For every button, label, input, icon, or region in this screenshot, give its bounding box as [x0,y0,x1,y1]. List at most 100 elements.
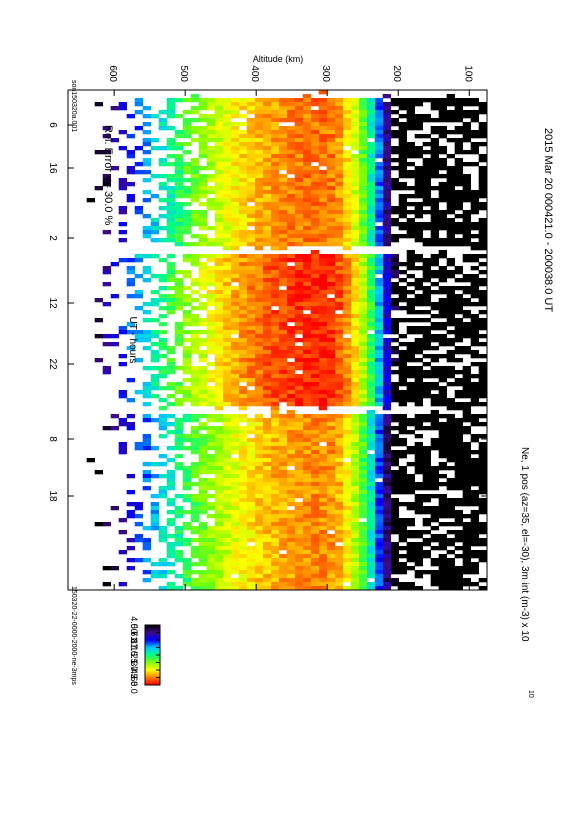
heatmap-cell [278,306,287,311]
heatmap-cell [350,330,359,335]
heatmap-cell [286,170,295,175]
heatmap-cell [174,142,183,147]
heatmap-cell [142,254,151,259]
heatmap-cell [326,310,335,315]
heatmap-cell [214,114,223,119]
heatmap-cell [406,122,415,127]
heatmap-cell [262,502,271,507]
heatmap-cell [238,142,247,147]
heatmap-cell [294,134,303,139]
heatmap-cell [222,170,231,175]
heatmap-cell [262,302,271,307]
heatmap-cell [286,138,295,143]
heatmap-cell [446,286,455,291]
heatmap-cell [198,318,207,323]
heatmap-cell [350,502,359,507]
heatmap-cell [238,514,247,519]
heatmap-cell [230,166,239,171]
heatmap-cell [366,518,375,523]
heatmap-cell [206,126,215,131]
heatmap-cell [358,478,367,483]
heatmap-cell [358,258,367,263]
heatmap-cell [398,114,407,119]
heatmap-cell [390,118,399,123]
heatmap-cell [446,542,455,547]
heatmap-cell [206,146,215,151]
heatmap-cell [198,302,207,307]
heatmap-cell [446,270,455,275]
heatmap-cell [422,330,431,335]
heatmap-cell [214,178,223,183]
heatmap-cell [142,366,151,371]
heatmap-cell [102,582,111,587]
heatmap-cell [134,306,143,311]
heatmap-cell [294,190,303,195]
heatmap-cell [246,198,255,203]
heatmap-cell [422,190,431,195]
heatmap-cell [422,450,431,455]
heatmap-cell [142,170,151,175]
heatmap-cell [270,474,279,479]
heatmap-cell [310,570,319,575]
heatmap-cell [198,182,207,187]
heatmap-cell [342,306,351,311]
heatmap-cell [406,234,415,239]
heatmap-cell [478,310,487,315]
heatmap-cell [350,234,359,239]
heatmap-cell [406,370,415,375]
heatmap-cell [214,194,223,199]
heatmap-cell [222,586,231,591]
heatmap-cell [182,318,191,323]
heatmap-cell [366,230,375,235]
heatmap-cell [246,378,255,383]
heatmap-cell [350,170,359,175]
heatmap-cell [334,490,343,495]
heatmap-cell [254,474,263,479]
heatmap-cell [318,302,327,307]
heatmap-cell [246,582,255,587]
heatmap-cell [446,510,455,515]
heatmap-cell [326,542,335,547]
heatmap-cell [350,454,359,459]
heatmap-cell [470,226,479,231]
heatmap-cell [206,446,215,451]
heatmap-cell [286,362,295,367]
heatmap-cell [142,526,151,531]
heatmap-cell [470,474,479,479]
heatmap-cell [310,286,319,291]
heatmap-cell [414,386,423,391]
heatmap-cell [294,542,303,547]
heatmap-cell [190,314,199,319]
heatmap-cell [198,150,207,155]
heatmap-cell [158,374,167,379]
heatmap-cell [422,222,431,227]
heatmap-cell [358,486,367,491]
heatmap-cell [390,306,399,311]
heatmap-cell [358,462,367,467]
heatmap-cell [294,114,303,119]
heatmap-cell [294,430,303,435]
heatmap-cell [470,462,479,467]
heatmap-cell [462,162,471,167]
heatmap-cell [294,374,303,379]
heatmap-cell [438,522,447,527]
heatmap-cell [406,126,415,131]
heatmap-cell [326,562,335,567]
heatmap-cell [230,326,239,331]
heatmap-cell [430,226,439,231]
heatmap-cell [478,390,487,395]
heatmap-cell [246,298,255,303]
heatmap-cell [246,234,255,239]
heatmap-cell [414,370,423,375]
heatmap-cell [414,486,423,491]
heatmap-cell [278,114,287,119]
heatmap-cell [374,426,383,431]
heatmap-cell [422,466,431,471]
heatmap-cell [318,362,327,367]
heatmap-cell [374,174,383,179]
heatmap-cell [206,174,215,179]
heatmap-cell [166,370,175,375]
heatmap-cell [230,418,239,423]
heatmap-cell [430,482,439,487]
